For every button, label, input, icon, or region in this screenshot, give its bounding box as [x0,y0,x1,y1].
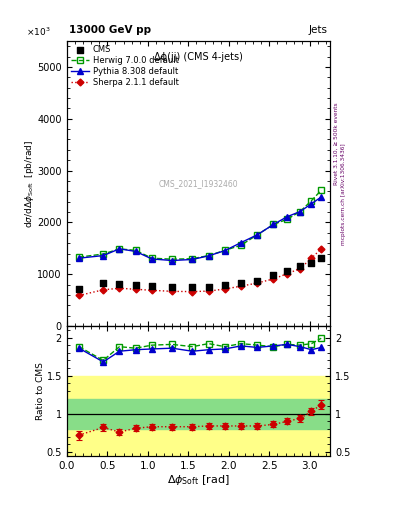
CMS [297,262,303,270]
Herwig 7.0.0 default [190,255,195,262]
Sherpa 2.1.1 default [190,289,195,295]
Herwig 7.0.0 default [319,187,323,194]
Pythia 8.308 default [149,256,154,262]
Herwig 7.0.0 default [255,232,259,238]
CMS [76,285,82,293]
Sherpa 2.1.1 default [101,287,106,293]
Text: CMS_2021_I1932460: CMS_2021_I1932460 [159,179,238,188]
CMS [169,283,175,291]
Pythia 8.308 default [319,194,323,200]
Sherpa 2.1.1 default [285,271,290,277]
Line: Sherpa 2.1.1 default: Sherpa 2.1.1 default [77,246,324,298]
Pythia 8.308 default [190,257,195,263]
Sherpa 2.1.1 default [255,280,259,286]
Text: Rivet 3.1.10, ≥ 500k events: Rivet 3.1.10, ≥ 500k events [334,102,338,185]
Herwig 7.0.0 default [271,221,276,227]
Pythia 8.308 default [117,246,122,252]
CMS [222,281,228,289]
CMS [189,283,196,291]
CMS [254,277,260,285]
Pythia 8.308 default [222,248,227,254]
CMS [284,267,290,275]
X-axis label: $\Delta\phi_{\rm Soft}$ [rad]: $\Delta\phi_{\rm Soft}$ [rad] [167,473,230,487]
Sherpa 2.1.1 default [239,283,243,289]
Bar [67,398,330,429]
Pythia 8.308 default [239,240,243,246]
Line: Pythia 8.308 default: Pythia 8.308 default [76,194,324,264]
Pythia 8.308 default [285,214,290,220]
Pythia 8.308 default [77,255,81,261]
Sherpa 2.1.1 default [222,286,227,292]
Pythia 8.308 default [170,258,174,264]
Herwig 7.0.0 default [117,246,122,252]
Herwig 7.0.0 default [239,242,243,248]
Herwig 7.0.0 default [298,208,303,215]
Sherpa 2.1.1 default [319,246,323,252]
CMS [270,271,277,280]
Bar [67,376,330,459]
Herwig 7.0.0 default [77,254,81,260]
Text: $\times10^3$: $\times10^3$ [26,26,51,38]
Text: 13000 GeV pp: 13000 GeV pp [70,25,152,35]
CMS [149,282,155,290]
Text: mcplots.cern.ch [arXiv:1306.3436]: mcplots.cern.ch [arXiv:1306.3436] [342,144,346,245]
Sherpa 2.1.1 default [170,288,174,294]
CMS [116,280,123,288]
CMS [132,281,139,289]
Legend: CMS, Herwig 7.0.0 default, Pythia 8.308 default, Sherpa 2.1.1 default: CMS, Herwig 7.0.0 default, Pythia 8.308 … [69,44,180,89]
Sherpa 2.1.1 default [206,288,211,294]
Sherpa 2.1.1 default [117,285,122,291]
Pythia 8.308 default [133,248,138,254]
Sherpa 2.1.1 default [309,255,314,261]
CMS [309,259,315,267]
Herwig 7.0.0 default [133,247,138,253]
Herwig 7.0.0 default [222,247,227,253]
Herwig 7.0.0 default [101,251,106,257]
CMS [318,253,324,262]
Pythia 8.308 default [255,232,259,238]
Herwig 7.0.0 default [309,198,314,204]
Y-axis label: d$\sigma$/d$\Delta\phi_{\rm Soft}$  [pb/rad]: d$\sigma$/d$\Delta\phi_{\rm Soft}$ [pb/r… [23,139,36,228]
Sherpa 2.1.1 default [133,286,138,292]
CMS [206,283,212,291]
Text: Δϕ(jj) (CMS 4-jets): Δϕ(jj) (CMS 4-jets) [154,52,243,62]
Sherpa 2.1.1 default [271,276,276,282]
Pythia 8.308 default [271,221,276,227]
Sherpa 2.1.1 default [298,265,303,271]
Herwig 7.0.0 default [206,252,211,259]
Text: Jets: Jets [309,25,327,35]
Herwig 7.0.0 default [149,255,154,261]
Sherpa 2.1.1 default [77,292,81,298]
CMS [100,279,107,287]
CMS [238,279,244,287]
Line: Herwig 7.0.0 default: Herwig 7.0.0 default [76,187,324,262]
Pythia 8.308 default [298,208,303,215]
Y-axis label: Ratio to CMS: Ratio to CMS [36,362,45,420]
Herwig 7.0.0 default [170,256,174,262]
Sherpa 2.1.1 default [149,287,154,293]
Pythia 8.308 default [309,201,314,207]
Pythia 8.308 default [101,252,106,259]
Pythia 8.308 default [206,253,211,259]
Herwig 7.0.0 default [285,216,290,222]
